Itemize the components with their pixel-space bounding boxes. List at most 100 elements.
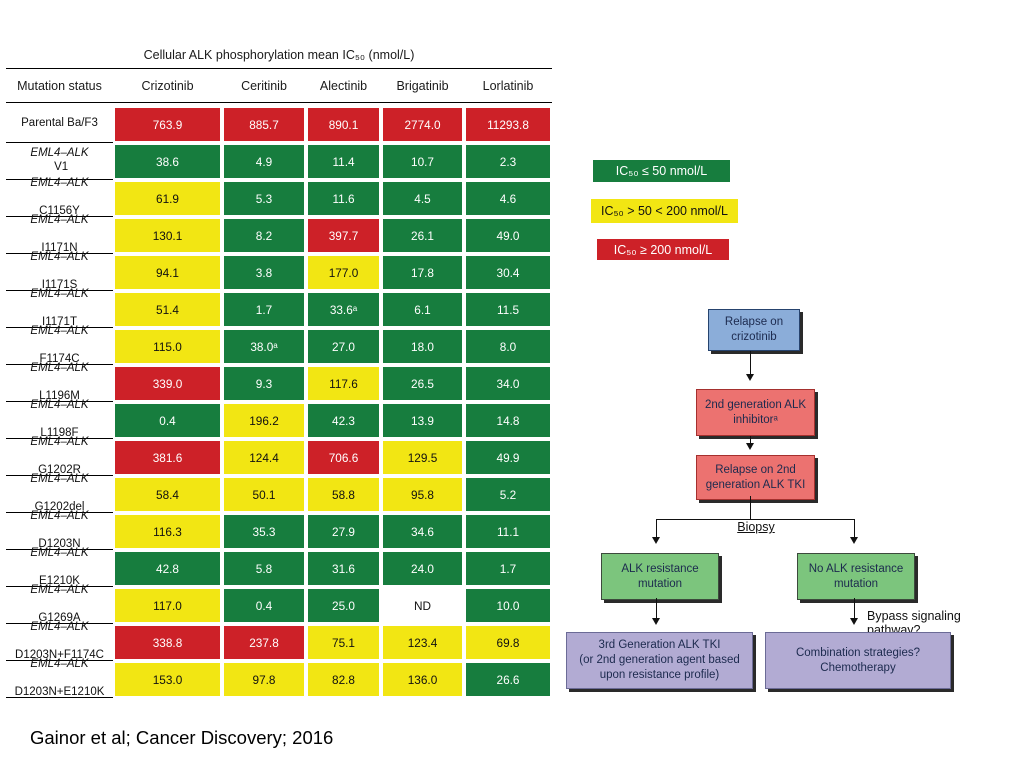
ic50-cell-parental-ba-f3-alectinib: 890.1 (306, 106, 381, 143)
flow-box-relapse-2nd-gen: Relapse on 2nd generation ALK TKI (696, 455, 815, 500)
ic50-cell-f1174c-alectinib: 27.0 (306, 328, 381, 365)
ic50-cell-l1198f-lorlatinib: 14.8 (464, 402, 552, 439)
ic50-grid: Mutation status Crizotinib Ceritinib Alecti… (6, 69, 552, 698)
down-arrow-icon (746, 351, 754, 381)
ic50-cell-v1-lorlatinib: 2.3 (464, 143, 552, 180)
ic50-cell-d1203n-e1210k-lorlatinib: 26.6 (464, 661, 552, 698)
connector-line (657, 519, 855, 520)
flow-box-3rd-gen-tki: 3rd Generation ALK TKI (or 2nd generatio… (566, 632, 753, 689)
row-label-d1203n: EML4–ALK D1203N (6, 510, 113, 550)
ic50-cell-f1174c-brigatinib: 18.0 (381, 328, 464, 365)
down-arrow-icon (850, 519, 858, 544)
ic50-cell-i1171n-lorlatinib: 49.0 (464, 217, 552, 254)
ic50-cell-v1-alectinib: 11.4 (306, 143, 381, 180)
ic50-cell-i1171t-brigatinib: 6.1 (381, 291, 464, 328)
ic50-cell-g1202del-ceritinib: 50.1 (222, 476, 306, 513)
ic50-cell-l1198f-alectinib: 42.3 (306, 402, 381, 439)
table-title: Cellular ALK phosphorylation mean IC₅₀ (… (6, 45, 552, 69)
ic50-cell-v1-crizotinib: 38.6 (113, 143, 222, 180)
ic50-cell-i1171s-alectinib: 177.0 (306, 254, 381, 291)
row-label-g1269a: EML4–ALK G1269A (6, 584, 113, 624)
legend-red: IC₅₀ ≥ 200 nmol/L (597, 239, 729, 260)
ic50-cell-g1202del-lorlatinib: 5.2 (464, 476, 552, 513)
ic50-cell-i1171n-crizotinib: 130.1 (113, 217, 222, 254)
ic50-cell-d1203n-e1210k-ceritinib: 97.8 (222, 661, 306, 698)
ic50-cell-f1174c-lorlatinib: 8.0 (464, 328, 552, 365)
ic50-cell-i1171t-ceritinib: 1.7 (222, 291, 306, 328)
ic50-cell-v1-brigatinib: 10.7 (381, 143, 464, 180)
ic50-cell-l1196m-crizotinib: 339.0 (113, 365, 222, 402)
ic50-cell-g1202r-alectinib: 706.6 (306, 439, 381, 476)
ic50-cell-i1171n-brigatinib: 26.1 (381, 217, 464, 254)
row-label-d1203n-e1210k: EML4–ALK D1203N+E1210K (6, 658, 113, 698)
ic50-cell-d1203n-f1174c-lorlatinib: 69.8 (464, 624, 552, 661)
ic50-cell-d1203n-f1174c-ceritinib: 237.8 (222, 624, 306, 661)
ic50-cell-g1269a-ceritinib: 0.4 (222, 587, 306, 624)
row-label-g1202r: EML4–ALK G1202R (6, 436, 113, 476)
connector-line (750, 496, 751, 519)
ic50-cell-d1203n-ceritinib: 35.3 (222, 513, 306, 550)
ic50-cell-g1202del-brigatinib: 95.8 (381, 476, 464, 513)
ic50-cell-g1202r-brigatinib: 129.5 (381, 439, 464, 476)
ic50-cell-g1202del-crizotinib: 58.4 (113, 476, 222, 513)
flow-box-2nd-gen-inhibitor: 2nd generation ALK inhibitorᵃ (696, 389, 815, 436)
ic50-cell-i1171t-alectinib: 33.6ᵃ (306, 291, 381, 328)
row-label-g1202del: EML4–ALK G1202del (6, 473, 113, 513)
flow-box-alk-resistance: ALK resistance mutation (601, 553, 719, 600)
ic50-cell-d1203n-e1210k-crizotinib: 153.0 (113, 661, 222, 698)
ic50-table: Cellular ALK phosphorylation mean IC₅₀ (… (6, 45, 552, 698)
row-label-c1156y: EML4–ALK C1156Y (6, 177, 113, 217)
ic50-cell-g1269a-alectinib: 25.0 (306, 587, 381, 624)
biopsy-label: Biopsy (737, 520, 775, 534)
flow-box-combination: Combination strategies? Chemotherapy (765, 632, 951, 689)
ic50-cell-d1203n-f1174c-alectinib: 75.1 (306, 624, 381, 661)
ic50-cell-e1210k-crizotinib: 42.8 (113, 550, 222, 587)
ic50-cell-l1198f-brigatinib: 13.9 (381, 402, 464, 439)
ic50-cell-d1203n-brigatinib: 34.6 (381, 513, 464, 550)
column-header-lorlatinib: Lorlatinib (464, 69, 552, 103)
row-label-v1: EML4–ALK V1 (6, 143, 113, 180)
row-label-parental-ba-f3: Parental Ba/F3 (6, 106, 113, 143)
column-header-brigatinib: Brigatinib (381, 69, 464, 103)
ic50-cell-d1203n-alectinib: 27.9 (306, 513, 381, 550)
row-label-i1171s: EML4–ALK I1171S (6, 251, 113, 291)
ic50-cell-g1202r-crizotinib: 381.6 (113, 439, 222, 476)
ic50-cell-d1203n-f1174c-brigatinib: 123.4 (381, 624, 464, 661)
row-label-i1171t: EML4–ALK I1171T (6, 288, 113, 328)
ic50-cell-d1203n-crizotinib: 116.3 (113, 513, 222, 550)
ic50-cell-i1171s-brigatinib: 17.8 (381, 254, 464, 291)
column-header-ceritinib: Ceritinib (222, 69, 306, 103)
ic50-cell-l1198f-ceritinib: 196.2 (222, 402, 306, 439)
ic50-cell-v1-ceritinib: 4.9 (222, 143, 306, 180)
ic50-cell-i1171t-lorlatinib: 11.5 (464, 291, 552, 328)
legend-yellow: IC₅₀ > 50 < 200 nmol/L (591, 199, 738, 223)
row-label-e1210k: EML4–ALK E1210K (6, 547, 113, 587)
ic50-cell-parental-ba-f3-brigatinib: 2774.0 (381, 106, 464, 143)
row-label-d1203n-f1174c: EML4–ALK D1203N+F1174C (6, 621, 113, 661)
ic50-cell-g1202del-alectinib: 58.8 (306, 476, 381, 513)
ic50-cell-parental-ba-f3-lorlatinib: 11293.8 (464, 106, 552, 143)
ic50-cell-l1196m-brigatinib: 26.5 (381, 365, 464, 402)
ic50-cell-f1174c-ceritinib: 38.0ᵃ (222, 328, 306, 365)
ic50-cell-c1156y-alectinib: 11.6 (306, 180, 381, 217)
row-label-i1171n: EML4–ALK I1171N (6, 214, 113, 254)
ic50-cell-i1171s-crizotinib: 94.1 (113, 254, 222, 291)
down-arrow-icon (652, 598, 660, 625)
ic50-cell-c1156y-brigatinib: 4.5 (381, 180, 464, 217)
ic50-cell-d1203n-e1210k-alectinib: 82.8 (306, 661, 381, 698)
row-label-l1198f: EML4–ALK L1198F (6, 399, 113, 439)
ic50-cell-g1269a-lorlatinib: 10.0 (464, 587, 552, 624)
ic50-cell-c1156y-lorlatinib: 4.6 (464, 180, 552, 217)
ic50-cell-e1210k-alectinib: 31.6 (306, 550, 381, 587)
citation-caption: Gainor et al; Cancer Discovery; 2016 (30, 727, 334, 748)
ic50-cell-g1202r-ceritinib: 124.4 (222, 439, 306, 476)
ic50-cell-e1210k-ceritinib: 5.8 (222, 550, 306, 587)
flow-box-relapse-crizotinib: Relapse on crizotinib (708, 309, 800, 351)
column-header-alectinib: Alectinib (306, 69, 381, 103)
ic50-cell-parental-ba-f3-ceritinib: 885.7 (222, 106, 306, 143)
ic50-cell-l1198f-crizotinib: 0.4 (113, 402, 222, 439)
ic50-cell-d1203n-e1210k-brigatinib: 136.0 (381, 661, 464, 698)
flow-box-no-alk-resistance: No ALK resistance mutation (797, 553, 915, 600)
ic50-cell-c1156y-ceritinib: 5.3 (222, 180, 306, 217)
